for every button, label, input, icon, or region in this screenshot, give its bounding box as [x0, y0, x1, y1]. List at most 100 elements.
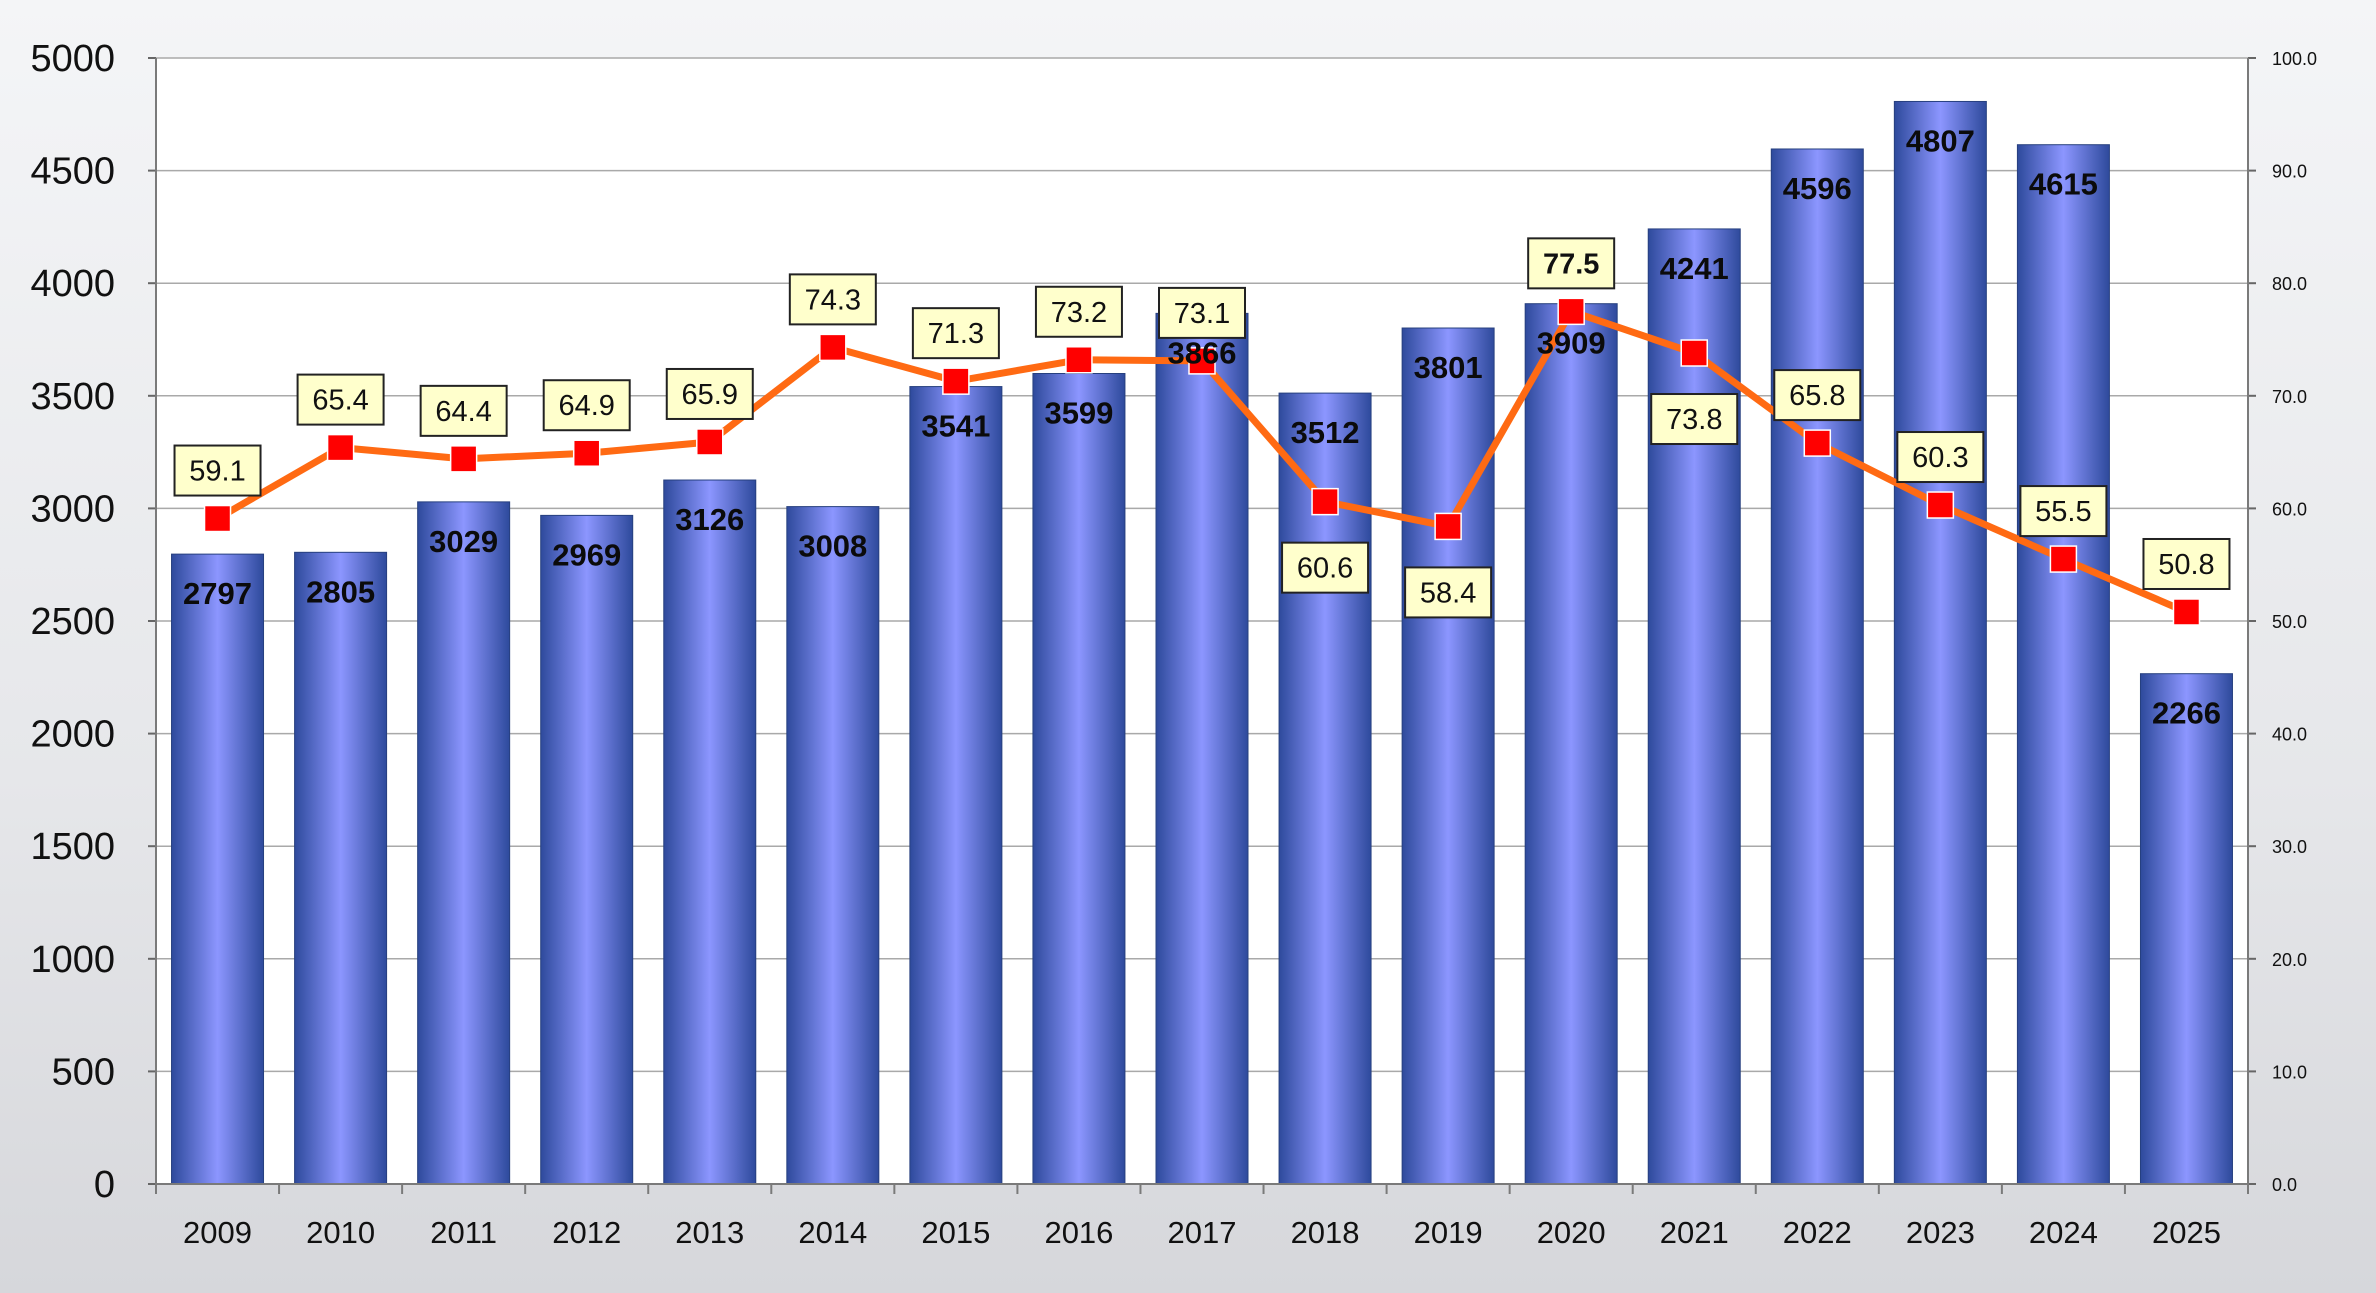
y-right-tick-label: 50.0: [2272, 612, 2307, 632]
bar: [1155, 312, 1249, 1185]
line-value-label: 73.1: [1174, 298, 1230, 330]
line-label-box: [1158, 286, 1246, 339]
x-tick-label: 2012: [552, 1215, 621, 1250]
x-tick-label: 2022: [1783, 1215, 1852, 1250]
bar-value-label: 3008: [798, 529, 867, 564]
bar-value-label: 3599: [1044, 396, 1113, 431]
bar-value-label: 4241: [1660, 251, 1729, 286]
bar: [2016, 144, 2110, 1185]
y-right-tick-label: 70.0: [2272, 387, 2307, 407]
y-left-tick-label: 2500: [30, 601, 115, 643]
line-label-box: [1773, 369, 1862, 422]
bar: [2139, 673, 2233, 1185]
line-label-box: [911, 307, 1000, 360]
y-right-tick-label: 60.0: [2272, 499, 2307, 519]
line-value-label: 65.9: [682, 379, 738, 411]
x-tick-label: 2023: [1906, 1215, 1975, 1250]
line-marker: [1680, 339, 1708, 367]
bar: [1032, 373, 1126, 1185]
line-marker: [942, 367, 970, 395]
x-tick-label: 2025: [2152, 1215, 2221, 1250]
bar-value-label: 3029: [429, 524, 498, 559]
line-value-label: 58.4: [1420, 577, 1476, 609]
line-marker: [2172, 598, 2201, 626]
bar: [1524, 303, 1618, 1185]
line-label-box: [1034, 285, 1123, 338]
line-value-label: 77.5: [1543, 248, 1599, 280]
x-tick-label: 2013: [675, 1215, 744, 1250]
y-left-tick-label: 4000: [30, 263, 115, 305]
x-tick-label: 2021: [1660, 1215, 1729, 1250]
x-tick-label: 2018: [1291, 1215, 1360, 1250]
bar-value-label: 2805: [306, 574, 375, 609]
line-marker: [203, 504, 232, 533]
x-tick-label: 2010: [306, 1215, 375, 1250]
bar: [1770, 148, 1864, 1185]
bar-value-label: 3909: [1537, 326, 1606, 361]
bar: [786, 506, 880, 1185]
x-tick-label: 2015: [921, 1215, 990, 1250]
y-left-tick-label: 0: [94, 1164, 115, 1206]
bar: [1278, 392, 1372, 1185]
line-value-label: 55.5: [2035, 496, 2091, 528]
x-tick-label: 2016: [1044, 1215, 1113, 1250]
line-label-box: [173, 444, 262, 497]
bar: [1647, 228, 1741, 1185]
line-value-label: 64.4: [435, 396, 491, 428]
line-value-label: 60.6: [1297, 553, 1353, 585]
line-marker: [326, 433, 355, 462]
bar: [171, 553, 265, 1185]
line-marker: [1188, 347, 1216, 375]
line-marker: [1065, 346, 1093, 374]
line-value-label: 71.3: [928, 318, 984, 350]
line-label-box: [665, 367, 754, 420]
line-label-box: [419, 384, 508, 437]
bar-value-label: 3126: [675, 502, 744, 537]
line-marker: [819, 333, 847, 362]
y-left-tick-label: 2000: [30, 714, 115, 756]
x-tick-label: 2020: [1537, 1215, 1606, 1250]
bar-series: [171, 100, 2233, 1185]
y-right-tick-label: 90.0: [2272, 162, 2307, 182]
line-value-label: 60.3: [1912, 442, 1968, 474]
line-label-box: [1404, 566, 1493, 619]
x-tick-label: 2024: [2029, 1215, 2098, 1250]
line-value-label: 73.2: [1051, 297, 1107, 329]
bar-value-label: 2969: [552, 537, 621, 572]
axes: 0 500 1000 1500 2000 2500 3000 3500 4000 4500 5000…: [30, 38, 2317, 1250]
bar-value-label: 4596: [1783, 171, 1852, 206]
y-left-tick-label: 3500: [30, 376, 115, 418]
line-value-label: 64.9: [558, 390, 614, 422]
y-right-tick-label: 80.0: [2272, 274, 2307, 294]
line-marker: [1926, 491, 1955, 519]
line-value-label: 74.3: [805, 284, 861, 316]
y-right-tick-label: 100.0: [2272, 49, 2317, 69]
x-tick-label: 2011: [430, 1215, 497, 1250]
line-value-label: 59.1: [189, 456, 245, 488]
y-left-tick-label: 500: [52, 1051, 115, 1093]
bar-value-label: 4615: [2029, 167, 2098, 202]
x-tick-label: 2009: [183, 1215, 252, 1250]
line-marker: [696, 428, 724, 456]
y-right-tick-label: 30.0: [2272, 837, 2307, 857]
line-marker: [449, 445, 478, 473]
line-label-box: [2019, 485, 2108, 538]
bar: [909, 386, 1003, 1185]
line-label-box: [296, 373, 385, 426]
y-left-tick-label: 1500: [30, 826, 115, 868]
bar-value-label: 3801: [1414, 350, 1483, 385]
line-label-box: [1527, 237, 1616, 290]
line-value-label: 73.8: [1666, 404, 1722, 436]
bar: [663, 479, 757, 1185]
line-marker: [1803, 429, 1832, 457]
line-marker: [2049, 545, 2078, 573]
bar-value-label: 2797: [183, 576, 252, 611]
bar: [540, 514, 634, 1185]
bar: [417, 501, 511, 1185]
bar-value-label: 3512: [1291, 415, 1360, 450]
bar-value-label: 3541: [921, 409, 990, 444]
y-left-tick-label: 4500: [30, 151, 115, 193]
line-value-label: 65.4: [312, 385, 368, 417]
line-label-box: [1281, 541, 1370, 594]
